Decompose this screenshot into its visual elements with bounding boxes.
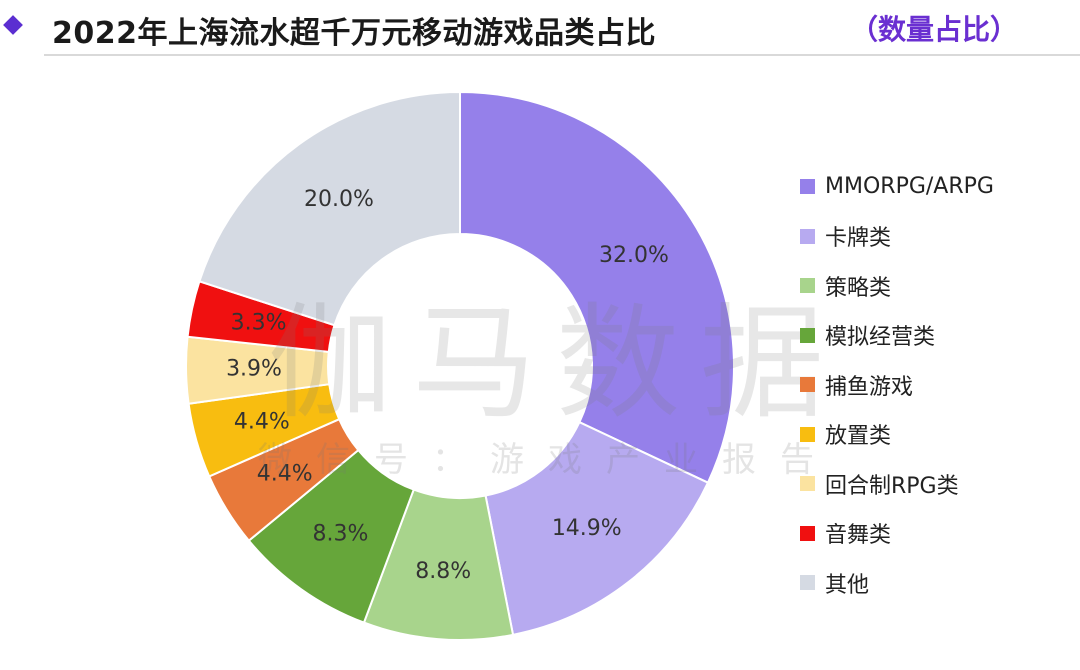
legend-item-8: 其他 xyxy=(800,558,994,608)
legend-label-0: MMORPG/ARPG xyxy=(825,174,994,200)
slice-label-6: 3.9% xyxy=(226,357,282,382)
slice-label-0: 32.0% xyxy=(599,243,669,268)
legend-item-7: 音舞类 xyxy=(800,509,994,559)
slice-label-7: 3.3% xyxy=(231,310,287,335)
header: 2022年上海流水超千万元移动游戏品类占比 （数量占比） xyxy=(0,0,1080,56)
slice-label-8: 20.0% xyxy=(304,187,374,212)
legend-label-2: 策略类 xyxy=(825,275,892,301)
legend-swatch-2 xyxy=(800,278,815,294)
slice-labels: 32.0% 14.9% 8.8% 8.3% 4.4% 4.4% 3.9% 3.3% 20.0% xyxy=(226,187,669,584)
slice-label-1: 14.9% xyxy=(552,516,622,541)
legend-item-5: 放置类 xyxy=(800,410,994,460)
slice-0 xyxy=(459,90,735,484)
chart-legend: MMORPG/ARPG 卡牌类策略类模拟经营类捕鱼游戏放置类回合制RPG类 音舞类其… xyxy=(800,162,994,608)
legend-swatch-4 xyxy=(800,377,815,393)
slice-label-5: 4.4% xyxy=(234,410,290,435)
header-divider xyxy=(44,54,1080,56)
legend-item-2: 策略类 xyxy=(800,261,994,311)
legend-item-4: 捕鱼游戏 xyxy=(800,360,994,410)
legend-swatch-7 xyxy=(800,525,815,541)
legend-swatch-3 xyxy=(800,327,815,343)
page-subtitle: （数量占比） xyxy=(849,13,1018,46)
legend-label-7: 音舞类 xyxy=(825,523,892,549)
legend-label-1: 卡牌类 xyxy=(825,226,892,252)
legend-label-5: 放置类 xyxy=(825,424,892,450)
slice-label-4: 4.4% xyxy=(257,462,313,487)
legend-item-0: MMORPG/ARPG xyxy=(800,162,994,212)
legend-label-3: 模拟经营类 xyxy=(825,325,936,351)
legend-item-3: 模拟经营类 xyxy=(800,311,994,361)
legend-label-8: 其他 xyxy=(825,572,870,598)
slice-8 xyxy=(198,90,461,327)
legend-label-6: 回合制RPG类 xyxy=(825,473,959,499)
page-title: 2022年上海流水超千万元移动游戏品类占比 xyxy=(52,16,656,51)
donut-slices xyxy=(185,90,735,641)
legend-swatch-1 xyxy=(800,228,815,244)
legend-label-4: 捕鱼游戏 xyxy=(825,374,914,400)
legend-item-6: 回合制RPG类 xyxy=(800,459,994,509)
legend-swatch-6 xyxy=(800,476,815,492)
legend-swatch-0 xyxy=(800,179,815,195)
slice-label-3: 8.3% xyxy=(313,521,369,546)
legend-item-1: 卡牌类 xyxy=(800,212,994,262)
legend-swatch-8 xyxy=(800,575,815,591)
legend-swatch-5 xyxy=(800,426,815,442)
slice-1 xyxy=(484,420,710,636)
slice-label-2: 8.8% xyxy=(415,559,471,584)
